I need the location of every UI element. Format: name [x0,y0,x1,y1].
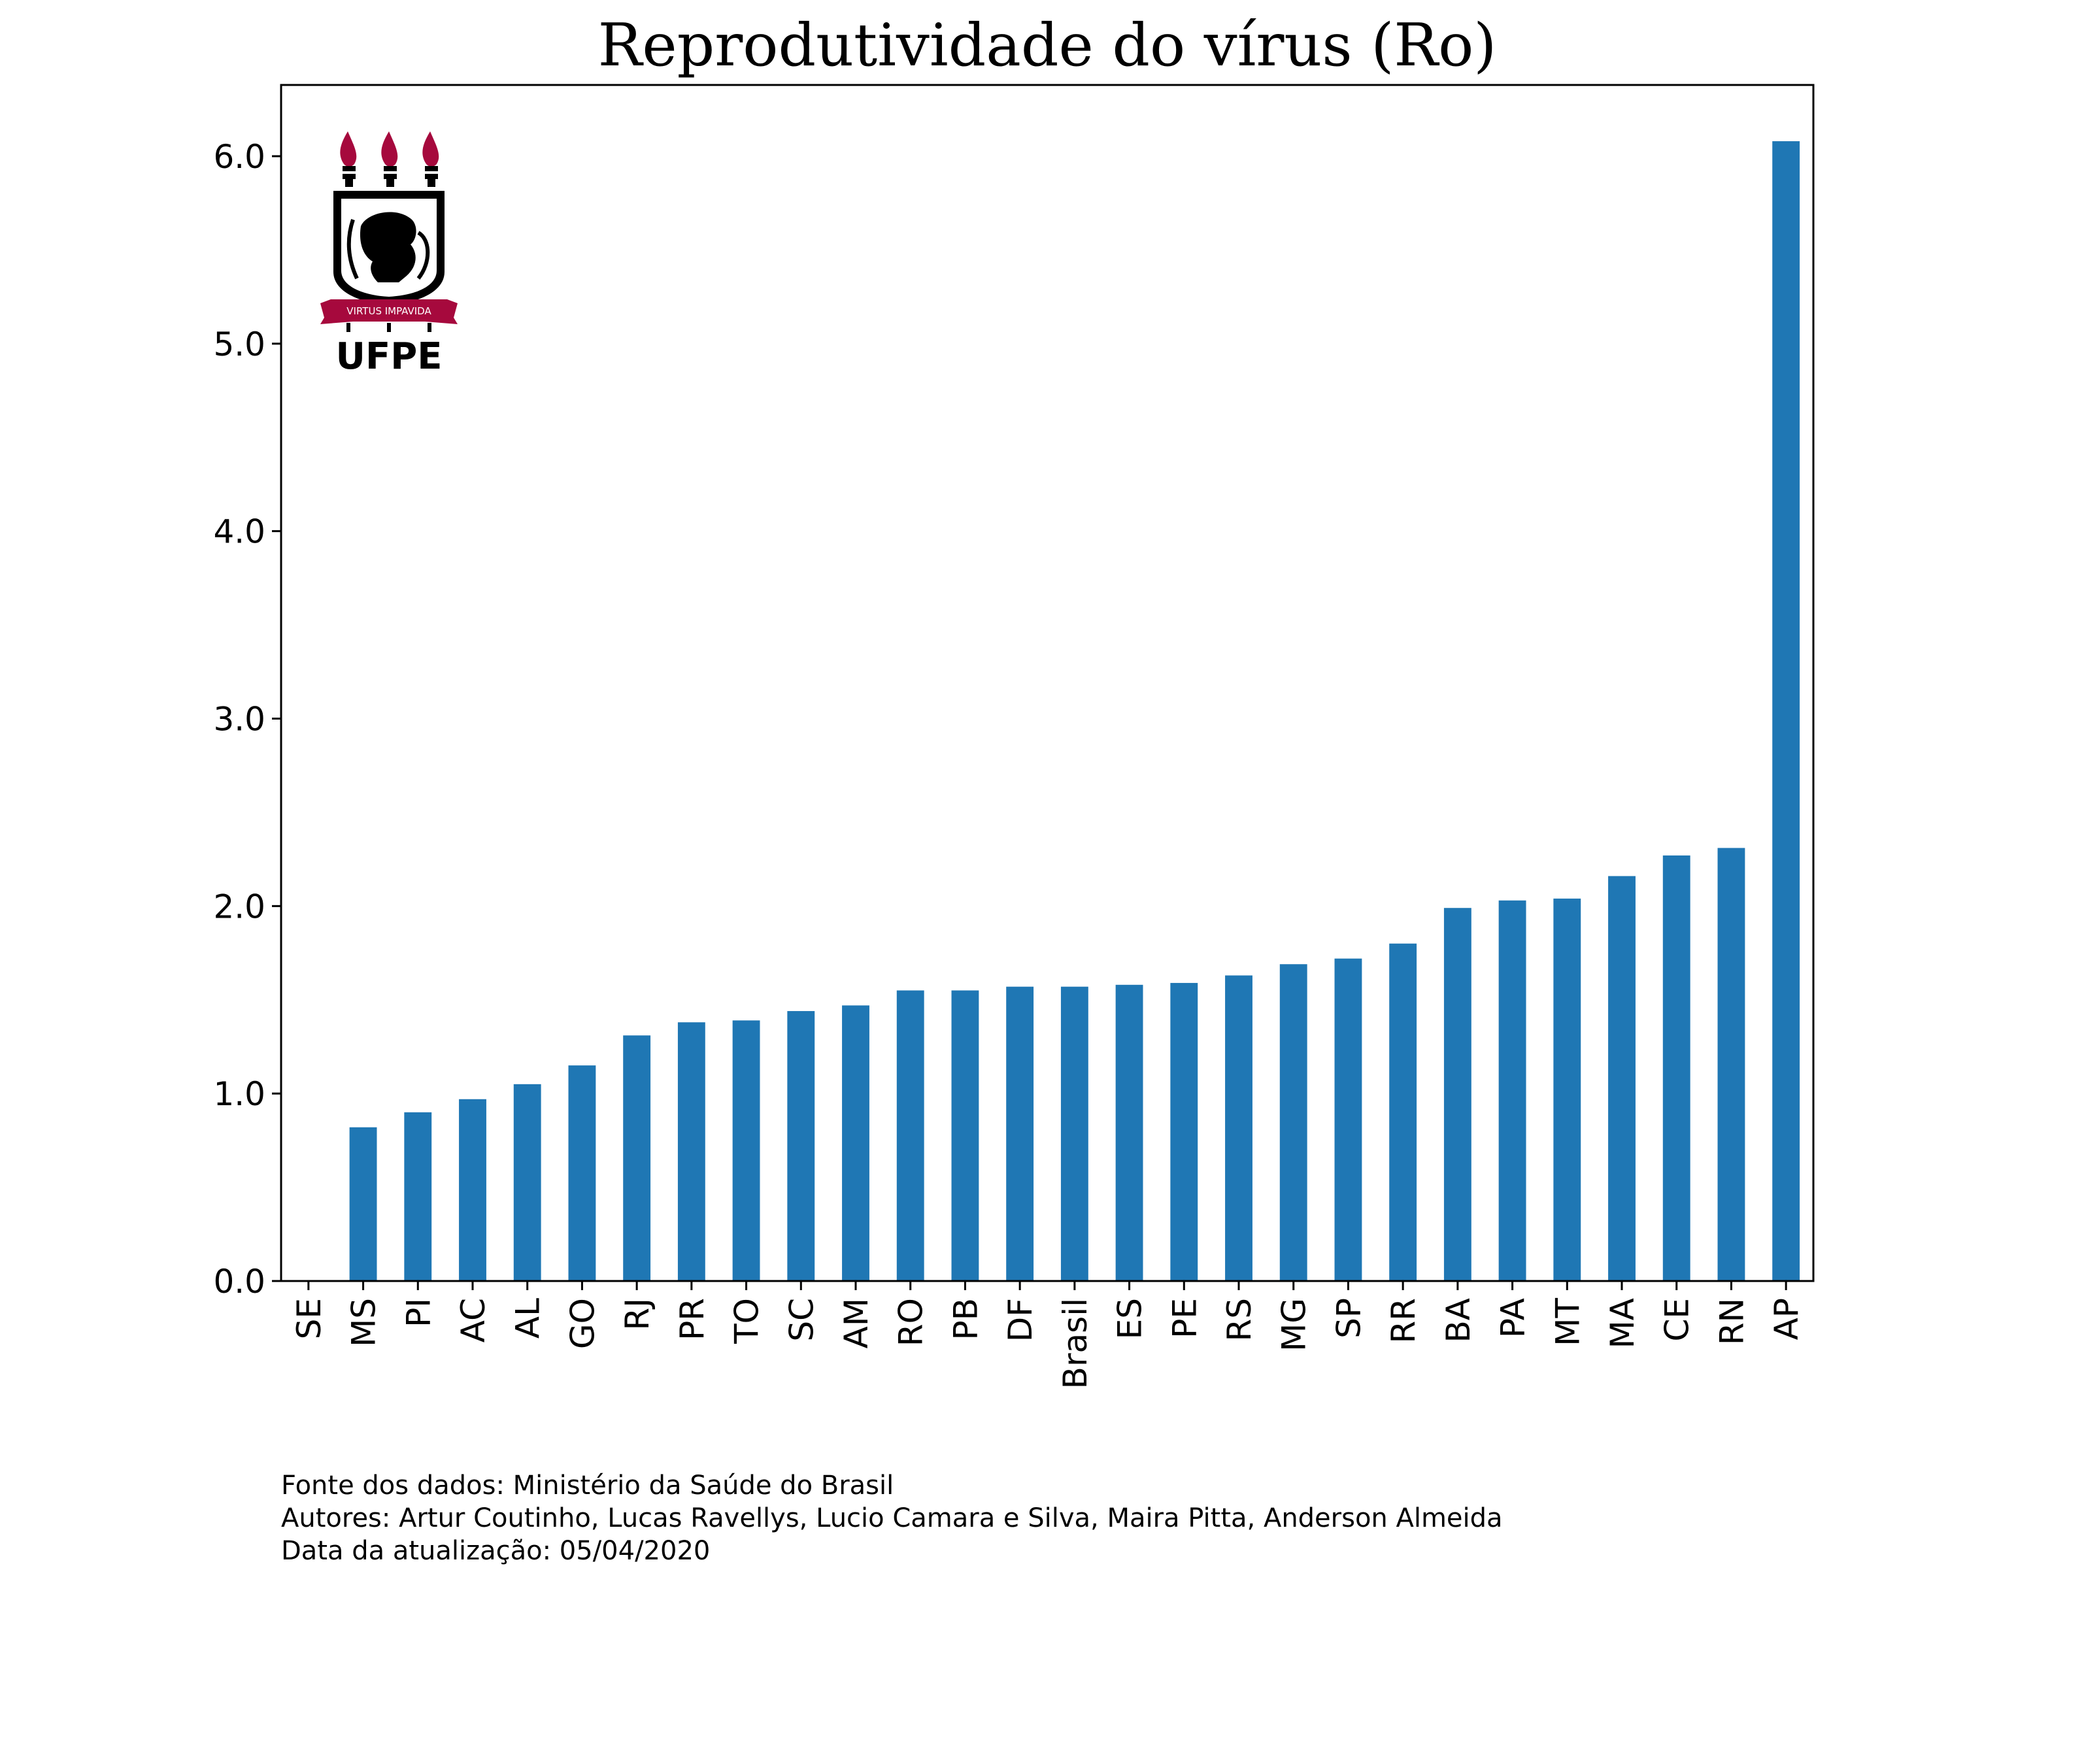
shield-icon [333,191,445,305]
x-tick-label: AC [454,1298,492,1342]
bar-ms [349,1127,377,1281]
y-tick-label: 2.0 [213,888,265,925]
x-tick-label: SC [782,1298,820,1342]
bars-group [349,141,1800,1281]
y-tick-label: 0.0 [213,1263,265,1301]
bar-ap [1772,141,1800,1281]
y-tick-label: 6.0 [213,138,265,176]
bar-pe [1170,982,1198,1281]
torch-icon [381,131,398,187]
x-tick-label: BA [1439,1298,1477,1343]
bar-rj [623,1035,651,1281]
bar-rs [1225,975,1252,1281]
bar-pa [1498,900,1526,1281]
bar-pr [677,1022,705,1281]
logo-name: UFPE [335,335,442,376]
bar-ro [896,990,924,1281]
ufpe-logo: VIRTUS IMPAVIDA UFPE [320,131,458,376]
logo-motto: VIRTUS IMPAVIDA [346,305,431,317]
plot-frame [280,84,1815,1282]
x-tick-label: CE [1658,1298,1696,1342]
x-tick-label: MS [345,1298,383,1347]
bar-mg [1279,964,1307,1281]
bar-pi [404,1112,432,1281]
bar-sp [1334,958,1362,1281]
x-tick-label: SP [1330,1298,1368,1339]
bar-sc [787,1010,815,1281]
x-tick-label: AM [837,1298,875,1348]
bar-rr [1389,943,1417,1281]
bar-ba [1443,908,1471,1281]
x-tick-label: RO [892,1298,930,1346]
chart-title: Reprodutividade do vírus (Ro) [598,11,1497,80]
x-tick-label: SE [290,1298,328,1339]
bar-go [568,1065,596,1281]
bar-df [1006,986,1034,1281]
x-tick-label: RR [1385,1298,1422,1343]
x-tick-label: RJ [618,1298,656,1331]
x-tick-label: RS [1220,1298,1258,1341]
bar-rn [1717,848,1745,1281]
footer-updated: Data da atualização: 05/04/2020 [281,1536,711,1566]
y-tick-label: 4.0 [213,513,265,551]
bar-to [732,1020,760,1281]
x-tick-label: PI [399,1298,437,1327]
x-tick-label: MT [1549,1298,1587,1346]
bar-brasil [1060,986,1088,1281]
y-tick-label: 1.0 [213,1075,265,1113]
torch-icon [422,131,439,187]
x-tick-label: PA [1494,1298,1532,1338]
bar-ac [459,1099,486,1281]
bar-ce [1662,855,1690,1281]
x-tick-label: MG [1275,1298,1313,1352]
x-tick-label: GO [563,1298,601,1349]
bar-pb [951,990,979,1281]
bar-al [513,1084,541,1281]
bar-am [842,1005,869,1281]
x-tick-label: Brasil [1056,1298,1094,1389]
bar-mt [1553,898,1581,1281]
y-tick-label: 3.0 [213,700,265,738]
x-tick-label: PE [1166,1298,1203,1339]
torch-icon [340,131,357,187]
x-axis: SE MS PI AC AL GO RJ PR TO SC AM RO PB DF Brasil ES PE RS… [290,1281,1806,1389]
x-tick-label: PR [673,1298,711,1340]
bar-ma [1608,876,1636,1281]
footer-source: Fonte dos dados: Ministério da Saúde do … [281,1471,894,1501]
bar-es [1115,984,1143,1281]
x-tick-label: DF [1001,1298,1039,1342]
motto-ribbon: VIRTUS IMPAVIDA [320,299,458,324]
x-tick-label: TO [728,1298,766,1344]
x-tick-label: MA [1604,1298,1641,1348]
y-tick-label: 5.0 [213,325,265,363]
x-tick-label: AL [509,1298,547,1339]
x-tick-label: RN [1713,1298,1751,1345]
y-axis: 0.0 1.0 2.0 3.0 4.0 5.0 6.0 [213,138,281,1301]
x-tick-label: ES [1111,1298,1149,1339]
x-tick-label: AP [1768,1298,1806,1340]
chart-footer: Fonte dos dados: Ministério da Saúde do … [281,1469,1503,1567]
x-tick-label: PB [947,1298,984,1340]
footer-authors: Autores: Artur Coutinho, Lucas Ravellys,… [281,1503,1503,1533]
